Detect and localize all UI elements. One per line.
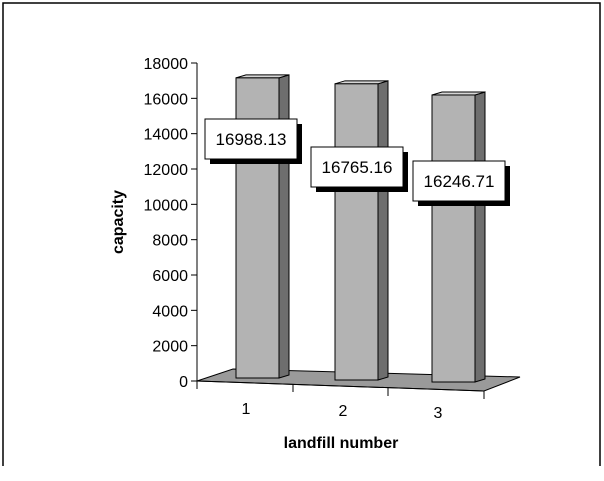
bar-side-face (474, 91, 486, 383)
y-tick-label: 8000 (152, 233, 188, 250)
x-tick-label: 1 (242, 401, 251, 418)
x-tick-label: 2 (339, 403, 348, 420)
y-tick-label: 14000 (144, 127, 189, 144)
y-tick-label: 12000 (144, 162, 189, 179)
x-axis-title: landfill number (284, 435, 399, 452)
bar-front-face (431, 94, 476, 383)
data-label-1: 16988.13 (204, 118, 302, 164)
bar-3 (431, 91, 486, 383)
x-axis-line (196, 380, 485, 392)
data-label-box (412, 160, 506, 202)
bar-side-face (377, 80, 389, 381)
data-label-box (310, 146, 404, 188)
x-tick-label: 3 (434, 405, 443, 422)
chart-frame (2, 2, 601, 466)
data-label-text: 16246.71 (424, 172, 495, 191)
data-label-text: 16765.16 (322, 158, 393, 177)
y-tick-label: 6000 (152, 268, 188, 285)
data-label-text: 16988.13 (216, 130, 287, 149)
data-label-2: 16765.16 (310, 146, 408, 192)
y-axis-title: capacity (110, 190, 127, 254)
y-tick-label: 16000 (144, 91, 189, 108)
data-label-box (204, 118, 298, 160)
data-label-3: 16246.71 (412, 160, 510, 206)
y-tick-label: 0 (179, 374, 188, 391)
bar-front-face (334, 83, 379, 381)
y-tick-label: 10000 (144, 197, 189, 214)
y-tick-label: 4000 (152, 303, 188, 320)
bar-2 (334, 80, 389, 381)
y-tick-label: 2000 (152, 339, 188, 356)
y-tick-label: 18000 (144, 56, 189, 73)
